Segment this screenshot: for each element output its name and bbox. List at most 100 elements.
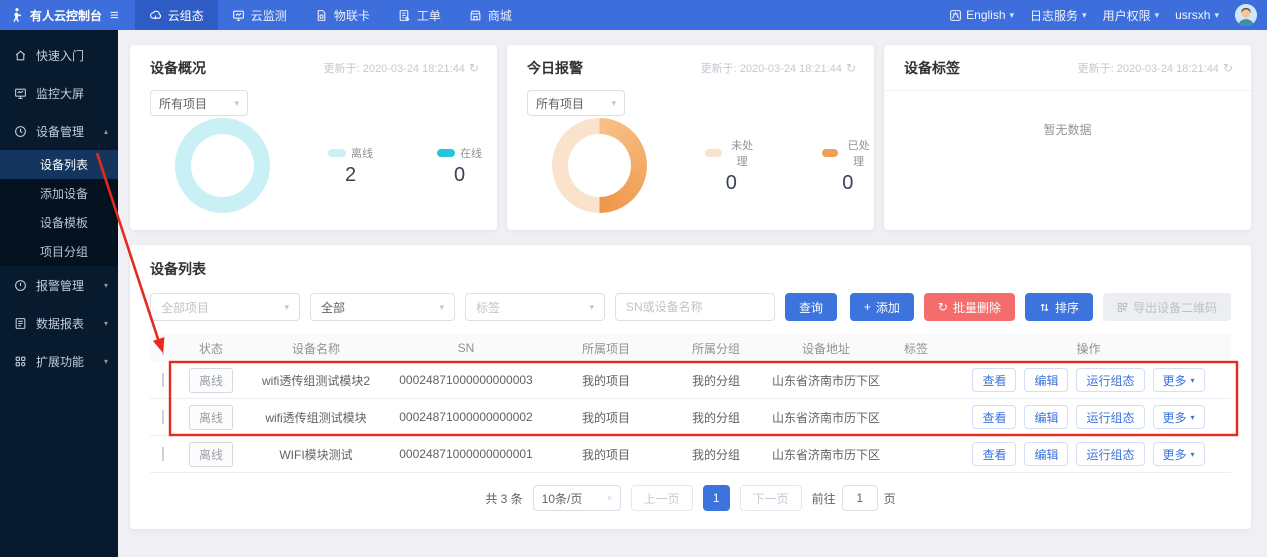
- column-header-sn: SN: [457, 341, 475, 355]
- alarm-icon: [15, 279, 26, 291]
- device-overview-card: 设备概况 更新于: 2020-03-24 18:21:44 ↻ 所有项目 ▾ 离线…: [130, 45, 497, 230]
- row-checkbox[interactable]: [162, 373, 164, 387]
- button-label: 更多: [1162, 373, 1187, 388]
- button-label: 编辑: [1034, 410, 1059, 425]
- sidebar-item-data-report[interactable]: 数据报表 ▾: [0, 304, 118, 342]
- legend-label: 未处理: [731, 139, 754, 168]
- card-title: 今日报警: [527, 60, 583, 76]
- filter-toolbar: 全部项目 ▾ 全部 ▾ 标签 ▾ 查询 + 添加 ↻ 批量删除 排序 导出设备二维码: [150, 293, 1231, 321]
- chevron-down-icon: ▾: [103, 280, 108, 290]
- language-switcher[interactable]: English ▾: [949, 8, 1014, 22]
- sidebar-item-project-group[interactable]: 项目分组: [0, 237, 118, 266]
- top-nav: 云组态 云监测 物联卡 工单 商城: [134, 0, 526, 30]
- device-management-submenu: 设备列表 添加设备 设备模板 项目分组: [0, 150, 118, 266]
- more-button[interactable]: 更多 ▾: [1152, 442, 1205, 466]
- store-icon: [470, 10, 481, 20]
- run-scada-button[interactable]: 运行组态: [1076, 368, 1145, 392]
- view-button[interactable]: 查看: [972, 405, 1017, 429]
- page-number-1[interactable]: 1: [702, 485, 730, 511]
- brand: 有人云控制台 ≡: [0, 0, 129, 30]
- refresh-icon[interactable]: ↻: [1222, 61, 1233, 75]
- more-button[interactable]: 更多 ▾: [1152, 368, 1205, 392]
- device-tags-card: 设备标签 更新于: 2020-03-24 18:21:44 ↻ 暂无数据: [884, 45, 1251, 230]
- status-badge: 离线: [188, 404, 233, 430]
- hamburger-icon[interactable]: ≡: [110, 6, 119, 24]
- updated-at: 更新于: 2020-03-24 18:21:44 ↻: [701, 60, 856, 76]
- goto-page-input[interactable]: [841, 485, 878, 511]
- view-button[interactable]: 查看: [972, 442, 1017, 466]
- chevron-down-icon: ▾: [234, 97, 239, 108]
- prev-page-button[interactable]: 上一页: [630, 485, 693, 511]
- log-service-menu[interactable]: 日志服务 ▾: [1030, 7, 1087, 24]
- more-button[interactable]: 更多 ▾: [1152, 405, 1205, 429]
- cloud-icon: [149, 10, 161, 19]
- sidebar-item-device-management[interactable]: 设备管理 ▴: [0, 112, 118, 150]
- goto-suffix: 页: [883, 491, 896, 506]
- avatar[interactable]: [1235, 4, 1257, 26]
- legend-value: 0: [453, 163, 466, 186]
- device-project: 我的项目: [581, 410, 630, 425]
- chevron-down-icon: ▾: [284, 301, 289, 312]
- legend-value: 0: [725, 171, 737, 194]
- batch-delete-button[interactable]: ↻ 批量删除: [923, 293, 1015, 321]
- legend-unhandled: 未处理 0: [705, 137, 758, 195]
- sidebar-item-quick-start[interactable]: 快速入门: [0, 36, 118, 74]
- status-badge: 离线: [188, 441, 233, 467]
- sidebar-item-monitor-screen[interactable]: 监控大屏: [0, 74, 118, 112]
- project-filter-select[interactable]: 所有项目 ▾: [527, 90, 625, 116]
- extensions-grid-icon: [15, 356, 26, 366]
- tab-mall[interactable]: 商城: [455, 0, 526, 30]
- scope-select[interactable]: 全部 ▾: [310, 293, 455, 321]
- row-checkbox[interactable]: [162, 410, 164, 424]
- sidebar-item-extensions[interactable]: 扩展功能 ▾: [0, 342, 118, 380]
- select-all-checkbox[interactable]: [162, 341, 164, 355]
- sidebar-item-label: 设备模板: [40, 216, 89, 230]
- unhandled-swatch: [705, 148, 722, 157]
- avatar-image: [1235, 4, 1257, 26]
- tag-select[interactable]: 标签 ▾: [465, 293, 605, 321]
- tab-cloud-monitor[interactable]: 云监测: [218, 0, 301, 30]
- button-label: 查看: [982, 410, 1007, 425]
- updated-at: 更新于: 2020-03-24 18:21:44 ↻: [324, 60, 479, 76]
- device-name: wifi透传组测试模块2: [261, 373, 370, 388]
- sim-card-icon: [317, 9, 326, 21]
- big-screen-icon: [15, 88, 26, 99]
- sidebar-item-device-list[interactable]: 设备列表: [0, 150, 118, 179]
- tab-iot-card[interactable]: 物联卡: [301, 0, 384, 30]
- tab-cloud-scada[interactable]: 云组态: [134, 0, 218, 30]
- view-button[interactable]: 查看: [972, 368, 1017, 392]
- add-device-button[interactable]: + 添加: [849, 293, 914, 321]
- offline-swatch: [328, 148, 346, 157]
- page-size-select[interactable]: 10条/页 ▾: [532, 485, 621, 511]
- sn-search-input[interactable]: [615, 293, 775, 321]
- project-filter-select[interactable]: 所有项目 ▾: [150, 90, 248, 116]
- tab-label: 商城: [487, 8, 512, 23]
- sort-button[interactable]: 排序: [1024, 293, 1093, 321]
- edit-button[interactable]: 编辑: [1024, 368, 1069, 392]
- export-qr-button[interactable]: 导出设备二维码: [1102, 293, 1231, 321]
- refresh-icon[interactable]: ↻: [468, 61, 479, 75]
- sidebar-item-add-device[interactable]: 添加设备: [0, 179, 118, 208]
- project-select[interactable]: 全部项目 ▾: [150, 293, 300, 321]
- sidebar-item-alarm-management[interactable]: 报警管理 ▾: [0, 266, 118, 304]
- run-scada-button[interactable]: 运行组态: [1076, 442, 1145, 466]
- column-header-name: 设备名称: [291, 341, 340, 356]
- tab-work-order[interactable]: 工单: [384, 0, 455, 30]
- user-permission-menu[interactable]: 用户权限 ▾: [1103, 7, 1160, 24]
- next-page-button[interactable]: 下一页: [739, 485, 802, 511]
- edit-button[interactable]: 编辑: [1024, 405, 1069, 429]
- edit-button[interactable]: 编辑: [1024, 442, 1069, 466]
- batch-delete-icon: ↻: [937, 300, 948, 314]
- chevron-down-icon: ▾: [1154, 9, 1160, 20]
- chevron-down-icon: ▾: [103, 356, 108, 366]
- button-label: 添加: [875, 300, 900, 315]
- summary-cards: 设备概况 更新于: 2020-03-24 18:21:44 ↻ 所有项目 ▾ 离线…: [130, 45, 1251, 230]
- row-checkbox[interactable]: [162, 447, 164, 461]
- search-button[interactable]: 查询: [785, 293, 838, 321]
- run-scada-button[interactable]: 运行组态: [1076, 405, 1145, 429]
- refresh-icon[interactable]: ↻: [845, 61, 856, 75]
- work-order-icon: [399, 9, 410, 21]
- goto-prefix: 前往: [811, 491, 836, 506]
- username-menu[interactable]: usrsxh ▾: [1175, 8, 1219, 22]
- sidebar-item-device-template[interactable]: 设备模板: [0, 208, 118, 237]
